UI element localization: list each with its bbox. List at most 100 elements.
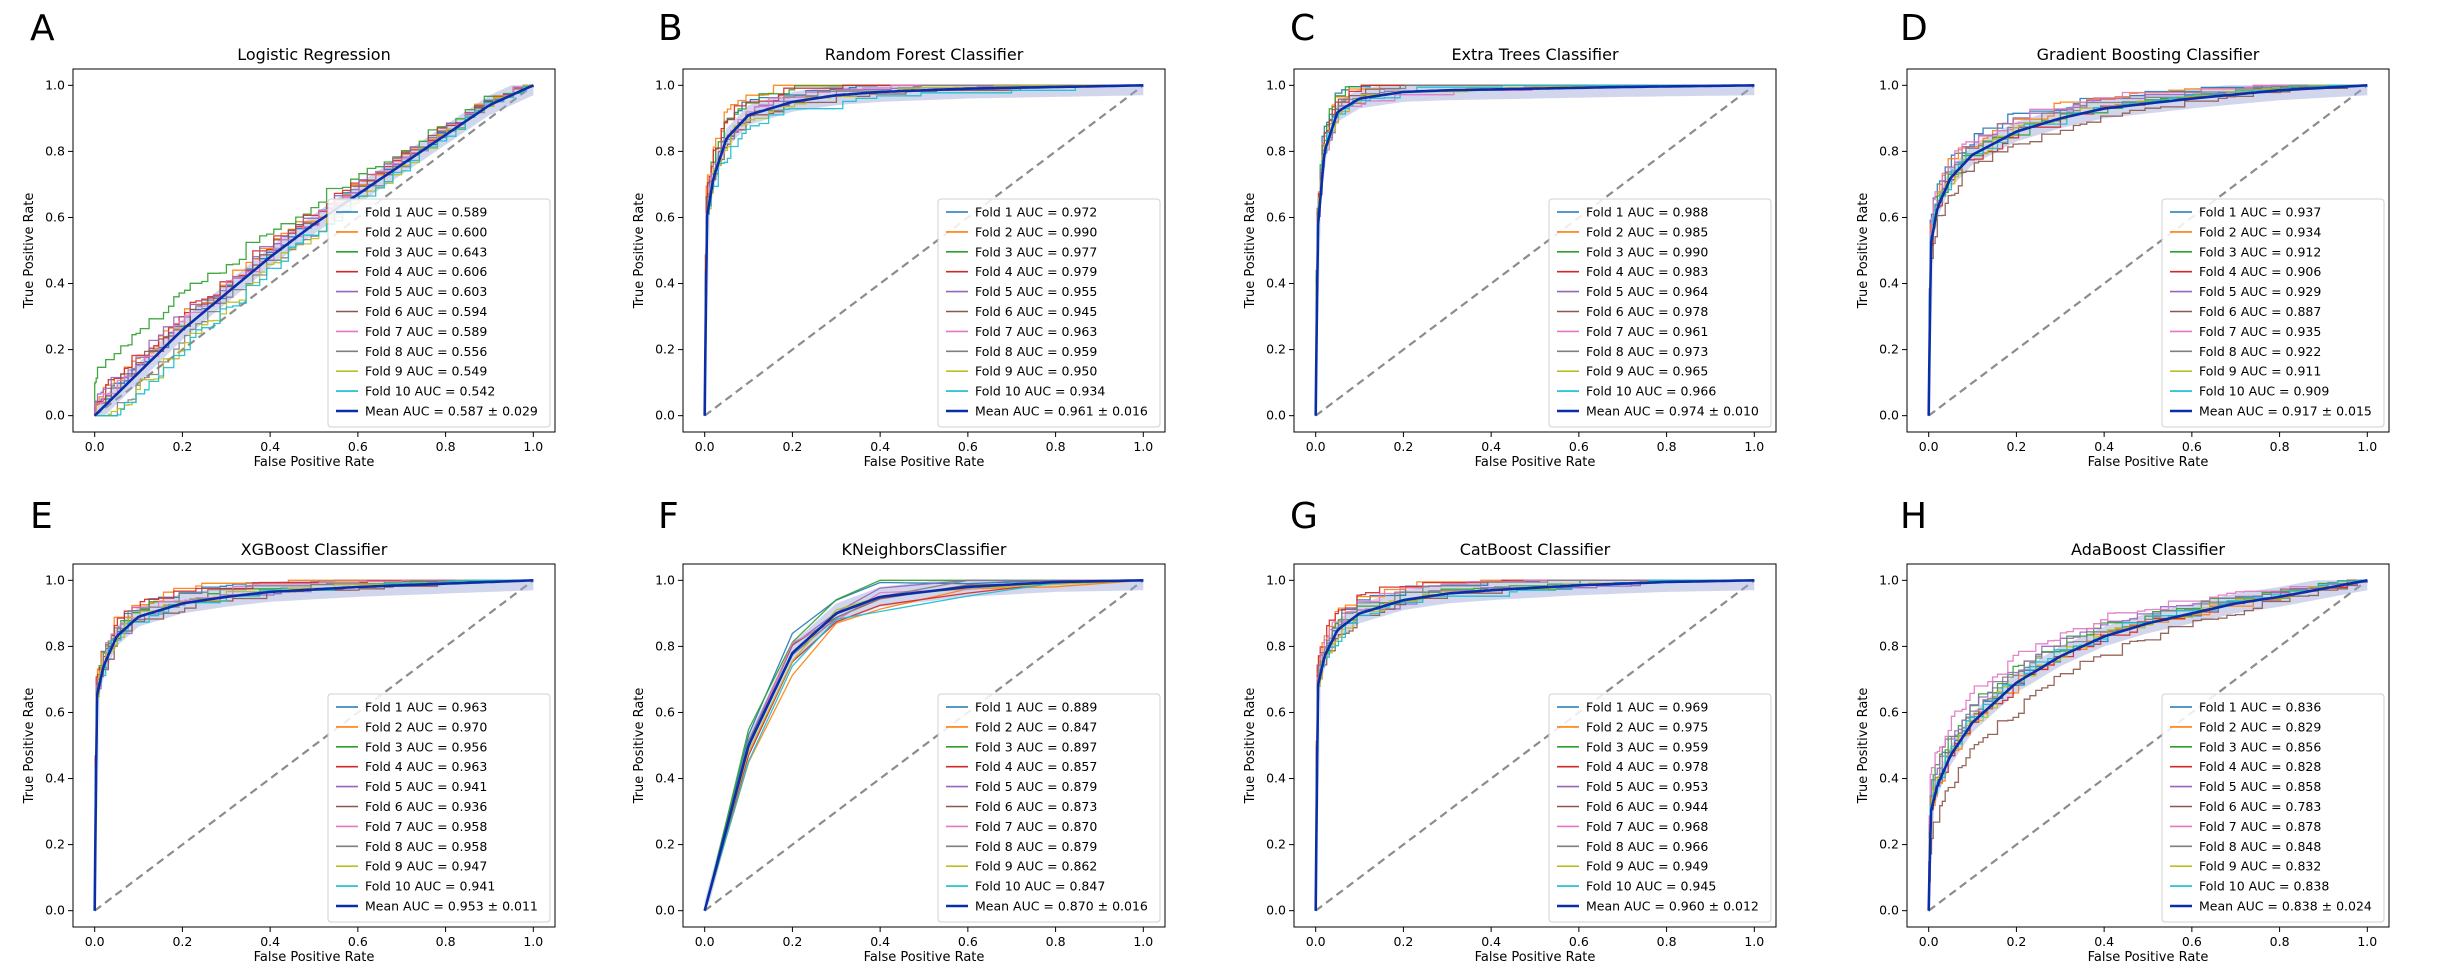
plot-area xyxy=(703,84,1144,417)
y-tick-label: 0.8 xyxy=(655,638,675,653)
legend-entry-fold-7: Fold 7 AUC = 0.961 xyxy=(1586,324,1708,339)
x-tick-label: 0.8 xyxy=(2270,934,2290,949)
plot-frame xyxy=(72,68,556,433)
legend-entry-fold-10: Fold 10 AUC = 0.941 xyxy=(365,879,495,894)
legend-entry-fold-5: Fold 5 AUC = 0.964 xyxy=(1586,284,1708,299)
panel-e: E XGBoost Classifier 0.0 0.0 0.2 0.2 0.4 0.4 0.6… xyxy=(22,496,556,965)
chance-line xyxy=(94,579,534,912)
y-tick-label: 0.4 xyxy=(1879,771,1899,786)
legend-entry-fold-9: Fold 9 AUC = 0.862 xyxy=(975,859,1097,874)
mean-roc-curve xyxy=(703,579,1144,912)
legend-entry-fold-1: Fold 1 AUC = 0.937 xyxy=(2199,205,2321,220)
y-tick-label: 0.6 xyxy=(655,209,675,224)
fold-8-curve xyxy=(704,579,1144,911)
y-tick-label: 0.2 xyxy=(655,342,675,357)
legend-entry-fold-9: Fold 9 AUC = 0.949 xyxy=(1586,859,1708,874)
legend-entry-fold-4: Fold 4 AUC = 0.857 xyxy=(975,759,1097,774)
fold-10-curve xyxy=(704,84,1144,416)
chart-title: KNeighborsClassifier xyxy=(842,540,1007,559)
y-tick-label: 1.0 xyxy=(1879,77,1899,92)
legend-entry-fold-4: Fold 4 AUC = 0.828 xyxy=(2199,759,2321,774)
legend-entry-mean: Mean AUC = 0.870 ± 0.016 xyxy=(975,899,1148,914)
mean-roc-curve xyxy=(1314,84,1755,416)
x-axis-label: False Positive Rate xyxy=(1475,455,1596,470)
legend-entry-fold-9: Fold 9 AUC = 0.832 xyxy=(2199,859,2321,874)
legend-entry-fold-9: Fold 9 AUC = 0.950 xyxy=(975,364,1097,379)
fold-10-curve xyxy=(1315,84,1755,416)
x-tick-label: 0.0 xyxy=(695,934,715,949)
legend-entry-fold-8: Fold 8 AUC = 0.879 xyxy=(975,839,1097,854)
plot-frame xyxy=(1293,68,1777,433)
x-tick-label: 0.2 xyxy=(1393,934,1413,949)
y-tick-label: 1.0 xyxy=(655,77,675,92)
x-tick-label: 0.6 xyxy=(958,934,978,949)
y-tick-label: 0.6 xyxy=(1266,704,1286,719)
y-tick-label: 0.8 xyxy=(1266,143,1286,158)
panel-letter: D xyxy=(1900,8,1928,49)
chart-title: Extra Trees Classifier xyxy=(1451,45,1619,64)
legend-entry-fold-1: Fold 1 AUC = 0.969 xyxy=(1586,700,1708,715)
x-tick-label: 0.6 xyxy=(348,934,368,949)
legend-entry-fold-10: Fold 10 AUC = 0.945 xyxy=(1586,879,1716,894)
panel-f: F KNeighborsClassifier 0.0 0.0 0.2 0.2 0.4 0.4 0… xyxy=(632,496,1166,965)
legend-entry-fold-2: Fold 2 AUC = 0.934 xyxy=(2199,224,2321,239)
x-tick-label: 0.4 xyxy=(260,934,280,949)
legend-entry-fold-6: Fold 6 AUC = 0.594 xyxy=(365,304,487,319)
x-tick-label: 1.0 xyxy=(2357,934,2377,949)
mean-roc-curve xyxy=(93,84,534,417)
legend: Fold 1 AUC = 0.589 Fold 2 AUC = 0.600 Fold… xyxy=(327,198,551,428)
y-tick-label: 1.0 xyxy=(1266,572,1286,587)
chart-title: Gradient Boosting Classifier xyxy=(2037,45,2260,64)
fold-8-curve xyxy=(1315,579,1755,911)
legend-entry-fold-6: Fold 6 AUC = 0.783 xyxy=(2199,799,2321,814)
x-tick-label: 0.0 xyxy=(85,439,105,454)
legend-entry-fold-7: Fold 7 AUC = 0.870 xyxy=(975,819,1097,834)
legend-entry-fold-10: Fold 10 AUC = 0.847 xyxy=(975,879,1105,894)
y-tick-label: 0.2 xyxy=(1879,342,1899,357)
y-tick-label: 0.8 xyxy=(45,143,65,158)
x-tick-label: 0.8 xyxy=(2270,439,2290,454)
x-axis-label: False Positive Rate xyxy=(864,455,985,470)
legend-entry-fold-5: Fold 5 AUC = 0.879 xyxy=(975,779,1097,794)
y-tick-label: 0.8 xyxy=(655,143,675,158)
legend-entry-fold-8: Fold 8 AUC = 0.556 xyxy=(365,344,487,359)
legend-entry-fold-2: Fold 2 AUC = 0.970 xyxy=(365,719,487,734)
panel-b: B Random Forest Classifier 0.0 0.0 0.2 0.2 0.4… xyxy=(632,8,1166,470)
y-tick-label: 0.0 xyxy=(1879,408,1899,423)
legend-entry-fold-6: Fold 6 AUC = 0.936 xyxy=(365,799,487,814)
x-tick-label: 0.4 xyxy=(1481,439,1501,454)
legend-entry-fold-3: Fold 3 AUC = 0.643 xyxy=(365,244,487,259)
y-axis-label: True Positive Rate xyxy=(1856,193,1871,310)
y-tick-label: 1.0 xyxy=(1266,77,1286,92)
x-tick-label: 0.2 xyxy=(172,934,192,949)
legend-entry-fold-4: Fold 4 AUC = 0.963 xyxy=(365,759,487,774)
legend-entry-fold-2: Fold 2 AUC = 0.975 xyxy=(1586,719,1708,734)
chance-line xyxy=(94,84,534,417)
chart-title: Random Forest Classifier xyxy=(825,45,1024,64)
fold-3-curve xyxy=(94,579,534,911)
legend-entry-fold-4: Fold 4 AUC = 0.606 xyxy=(365,264,487,279)
chance-line xyxy=(1315,84,1755,417)
legend-entry-fold-3: Fold 3 AUC = 0.956 xyxy=(365,739,487,754)
legend-entry-fold-3: Fold 3 AUC = 0.959 xyxy=(1586,739,1708,754)
fold-9-curve xyxy=(94,84,534,417)
legend-entry-mean: Mean AUC = 0.917 ± 0.015 xyxy=(2199,404,2372,419)
legend-entry-fold-7: Fold 7 AUC = 0.878 xyxy=(2199,819,2321,834)
x-axis-label: False Positive Rate xyxy=(2088,455,2209,470)
legend-entry-fold-5: Fold 5 AUC = 0.603 xyxy=(365,284,487,299)
y-tick-label: 0.6 xyxy=(1879,209,1899,224)
y-tick-label: 0.4 xyxy=(45,276,65,291)
chart-title: AdaBoost Classifier xyxy=(2071,540,2225,559)
x-tick-label: 0.4 xyxy=(1481,934,1501,949)
x-tick-label: 0.4 xyxy=(2094,439,2114,454)
y-tick-label: 0.8 xyxy=(1879,143,1899,158)
legend-entry-fold-2: Fold 2 AUC = 0.600 xyxy=(365,224,487,239)
panel-letter: A xyxy=(30,8,55,49)
legend-entry-fold-5: Fold 5 AUC = 0.858 xyxy=(2199,779,2321,794)
x-tick-label: 0.6 xyxy=(348,439,368,454)
legend-entry-fold-10: Fold 10 AUC = 0.934 xyxy=(975,384,1105,399)
y-tick-label: 0.8 xyxy=(1266,638,1286,653)
x-axis-label: False Positive Rate xyxy=(2088,950,2209,965)
x-tick-label: 0.4 xyxy=(260,439,280,454)
std-band xyxy=(1928,580,2368,911)
